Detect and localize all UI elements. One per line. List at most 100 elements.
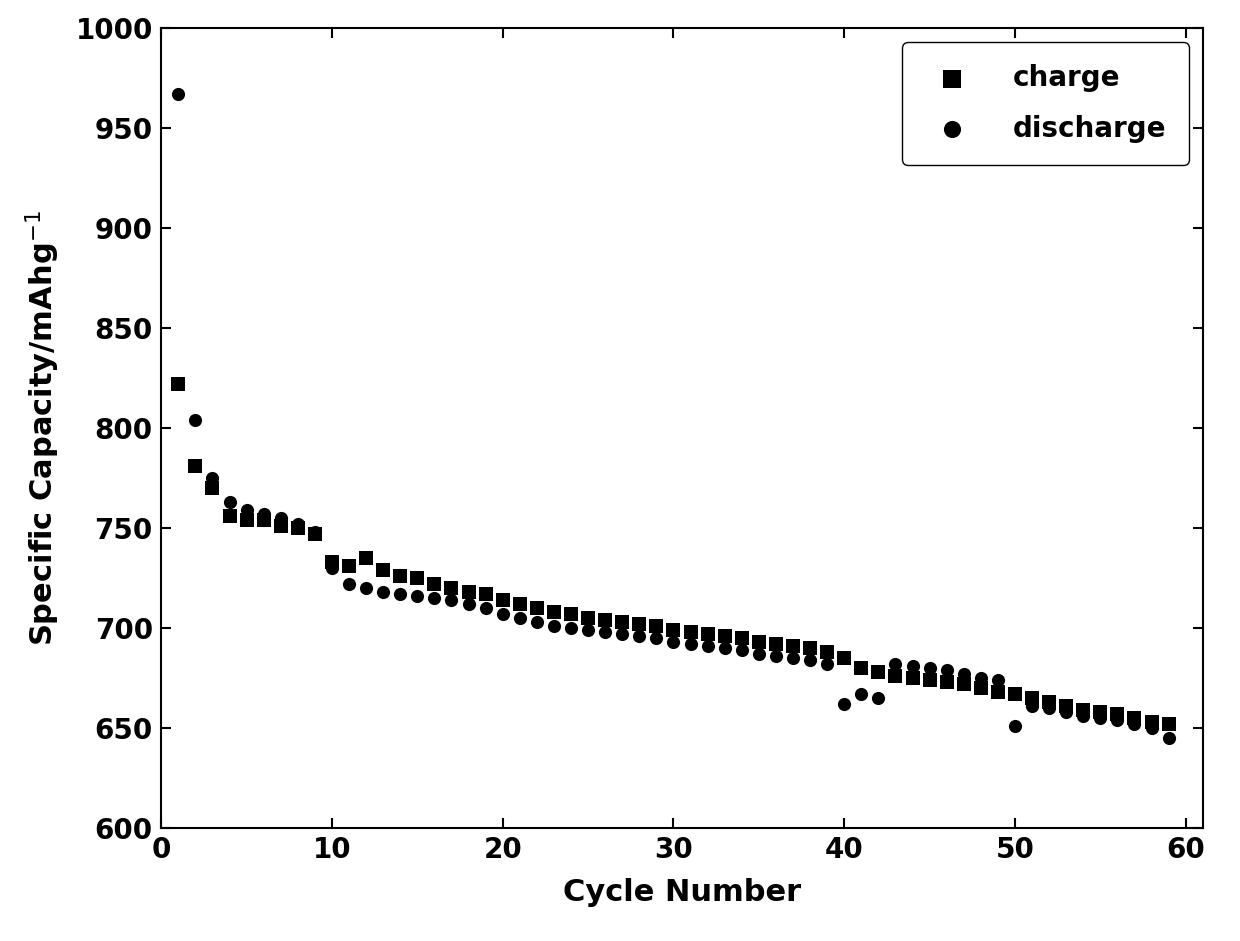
discharge xyxy=(459,597,479,612)
charge xyxy=(954,677,973,692)
charge xyxy=(784,639,804,654)
charge xyxy=(288,520,308,535)
charge xyxy=(1074,703,1094,718)
charge xyxy=(254,513,274,528)
discharge xyxy=(305,524,325,539)
discharge xyxy=(936,662,956,678)
discharge xyxy=(954,666,973,681)
discharge xyxy=(510,611,529,626)
discharge xyxy=(202,470,222,486)
charge xyxy=(920,673,940,688)
charge xyxy=(476,586,496,601)
charge xyxy=(971,680,991,695)
charge xyxy=(852,661,872,676)
charge xyxy=(356,550,376,566)
charge xyxy=(1006,687,1025,702)
discharge xyxy=(784,650,804,665)
charge xyxy=(391,568,410,583)
charge xyxy=(1125,710,1145,726)
discharge xyxy=(852,687,872,702)
charge xyxy=(663,623,683,638)
charge xyxy=(1022,691,1042,706)
discharge xyxy=(613,627,632,642)
charge xyxy=(613,614,632,630)
discharge xyxy=(339,577,358,592)
discharge xyxy=(186,412,206,427)
charge xyxy=(560,607,580,622)
discharge xyxy=(288,517,308,532)
charge xyxy=(903,671,923,686)
discharge xyxy=(356,581,376,596)
discharge xyxy=(424,591,444,606)
charge xyxy=(408,570,428,585)
charge xyxy=(202,481,222,496)
discharge xyxy=(800,653,820,668)
discharge xyxy=(169,87,188,102)
Y-axis label: Specific Capacity/mAhg$^{-1}$: Specific Capacity/mAhg$^{-1}$ xyxy=(24,210,62,646)
charge xyxy=(186,458,206,473)
discharge xyxy=(885,657,905,672)
charge xyxy=(714,629,734,644)
charge xyxy=(219,508,239,523)
charge xyxy=(698,627,718,642)
charge xyxy=(988,684,1008,699)
charge xyxy=(373,563,393,578)
discharge xyxy=(971,671,991,686)
charge xyxy=(441,581,461,596)
charge xyxy=(595,613,615,628)
charge xyxy=(1107,707,1127,722)
charge xyxy=(169,376,188,391)
charge xyxy=(1039,694,1059,710)
discharge xyxy=(868,691,888,706)
discharge xyxy=(646,630,666,646)
discharge xyxy=(1056,705,1076,720)
X-axis label: Cycle Number: Cycle Number xyxy=(563,878,801,907)
discharge xyxy=(714,641,734,656)
discharge xyxy=(578,623,598,638)
discharge xyxy=(1107,712,1127,727)
discharge xyxy=(681,636,701,651)
charge xyxy=(885,668,905,683)
discharge xyxy=(1158,730,1178,745)
discharge xyxy=(237,502,257,518)
discharge xyxy=(1074,709,1094,724)
charge xyxy=(936,675,956,690)
discharge xyxy=(373,584,393,599)
discharge xyxy=(766,648,786,663)
charge xyxy=(237,513,257,528)
discharge xyxy=(270,511,290,526)
discharge xyxy=(732,643,751,658)
discharge xyxy=(749,646,769,662)
charge xyxy=(1158,716,1178,731)
discharge xyxy=(835,696,854,711)
charge xyxy=(510,597,529,612)
discharge xyxy=(595,625,615,640)
discharge xyxy=(441,593,461,608)
discharge xyxy=(920,661,940,676)
charge xyxy=(732,630,751,646)
Legend: charge, discharge: charge, discharge xyxy=(901,42,1189,165)
charge xyxy=(766,636,786,651)
discharge xyxy=(219,495,239,510)
charge xyxy=(424,577,444,592)
charge xyxy=(322,554,342,569)
discharge xyxy=(254,506,274,521)
discharge xyxy=(817,657,837,672)
discharge xyxy=(527,614,547,630)
charge xyxy=(868,664,888,679)
charge xyxy=(459,584,479,599)
charge xyxy=(749,634,769,649)
discharge xyxy=(1090,710,1110,726)
discharge xyxy=(663,634,683,649)
discharge xyxy=(560,620,580,635)
charge xyxy=(305,527,325,542)
discharge xyxy=(1125,716,1145,731)
discharge xyxy=(492,607,512,622)
charge xyxy=(270,518,290,534)
charge xyxy=(1090,705,1110,720)
charge xyxy=(800,641,820,656)
discharge xyxy=(544,618,564,633)
discharge xyxy=(322,561,342,576)
charge xyxy=(544,604,564,619)
discharge xyxy=(1039,700,1059,715)
